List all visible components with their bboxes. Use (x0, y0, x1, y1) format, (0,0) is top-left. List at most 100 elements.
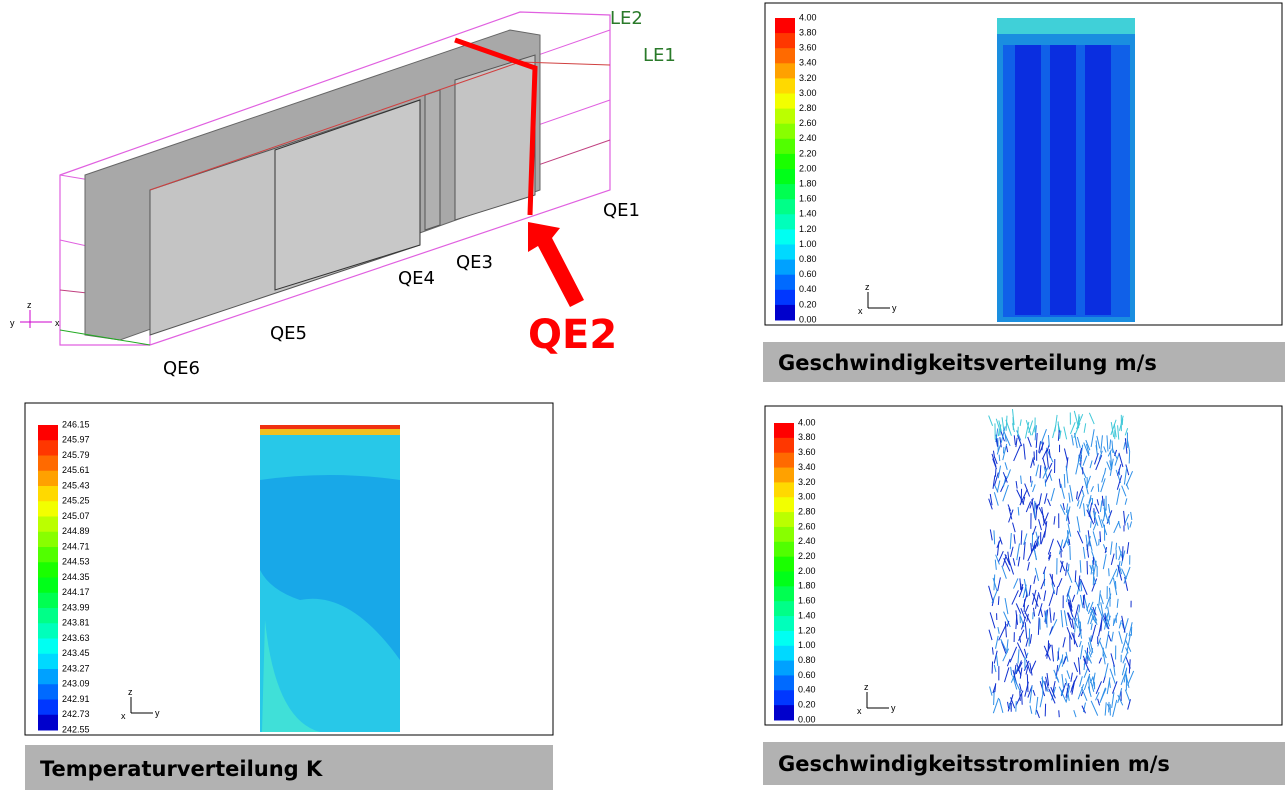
colorbar-label: 0.00 (798, 714, 816, 724)
colorbar-label: 3.60 (799, 43, 817, 53)
axis-label: x (55, 318, 60, 328)
colorbar-label: 243.81 (62, 618, 90, 628)
axis-label: z (27, 300, 32, 310)
colorbar-label: 0.20 (798, 700, 816, 710)
colorbar-label: 2.60 (798, 521, 816, 531)
streamline (1027, 674, 1028, 692)
colorbar-label: 243.09 (62, 679, 90, 689)
colorbar-label: 0.40 (798, 685, 816, 695)
streamline (1068, 564, 1069, 571)
colorbar-segment (775, 275, 795, 291)
colorbar-segment (775, 33, 795, 49)
colorbar-label: 2.60 (799, 118, 817, 128)
colorbar-label: 244.71 (62, 541, 90, 551)
colorbar-segment (774, 705, 794, 720)
colorbar-segment (774, 601, 794, 616)
contour (260, 425, 400, 429)
colorbar-segment (775, 94, 795, 110)
axis-label: z (865, 282, 870, 292)
colorbar-label: 245.25 (62, 496, 90, 506)
arrow (528, 222, 584, 307)
streamline (1022, 694, 1023, 705)
colorbar-segment (38, 593, 58, 609)
colorbar-segment (38, 654, 58, 670)
colorbar-label: 2.40 (799, 133, 817, 143)
colorbar-label: 0.60 (799, 269, 817, 279)
colorbar-segment (774, 482, 794, 497)
contour (1085, 45, 1111, 315)
overview-3d: z x y LE2 LE1 QE1 QE2 QE3 QE4 QE5 QE6 (10, 8, 676, 379)
colorbar-segment (774, 542, 794, 557)
streamline (999, 455, 1000, 461)
colorbar-label: 244.35 (62, 572, 90, 582)
colorbar-segment (774, 616, 794, 631)
colorbar-label: 2.20 (798, 551, 816, 561)
colorbar-label: 2.00 (799, 163, 817, 173)
colorbar-segment (774, 423, 794, 438)
colorbar-segment (774, 572, 794, 587)
axis-label: y (891, 703, 896, 713)
colorbar-label: 242.91 (62, 694, 90, 704)
colorbar-segment (775, 245, 795, 261)
streamline (998, 596, 999, 605)
colorbar-segment (774, 497, 794, 512)
colorbar-label: 242.73 (62, 709, 90, 719)
streamline (1064, 474, 1065, 488)
caption: Geschwindigkeitsverteilung m/s (778, 351, 1157, 375)
colorbar-segment (775, 214, 795, 230)
colorbar-label: 3.40 (799, 58, 817, 68)
streamline (1098, 484, 1099, 492)
temperature-contour (260, 425, 400, 732)
streamline (1115, 581, 1116, 589)
colorbar-segment (774, 690, 794, 705)
colorbar-segment (775, 169, 795, 185)
colorbar-segment (774, 512, 794, 527)
colorbar-label: 1.00 (798, 640, 816, 650)
colorbar-label: 243.63 (62, 633, 90, 643)
colorbar-segment (38, 608, 58, 624)
colorbar-label: 245.07 (62, 511, 90, 521)
colorbar-label: 4.00 (798, 417, 816, 427)
streamline (1084, 663, 1085, 670)
label: LE1 (643, 45, 676, 66)
colorbar-segment (775, 109, 795, 125)
label: QE3 (456, 252, 493, 273)
colorbar-label: 246.15 (62, 419, 90, 429)
axis-label: z (864, 682, 869, 692)
streamline (1099, 539, 1100, 545)
colorbar-segment (774, 675, 794, 690)
streamline (1059, 710, 1060, 717)
colorbar-label: 2.00 (798, 566, 816, 576)
colorbar-label: 0.40 (799, 284, 817, 294)
colorbar-segment (38, 486, 58, 502)
colorbar-label: 3.20 (799, 73, 817, 83)
colorbar-segment (775, 18, 795, 34)
label: QE6 (163, 358, 200, 379)
streamline (1109, 568, 1110, 576)
colorbar-segment (774, 631, 794, 646)
colorbar-segment (38, 456, 58, 472)
colorbar-segment (774, 586, 794, 601)
colorbar-segment (775, 290, 795, 306)
colorbar-label: 2.40 (798, 536, 816, 546)
colorbar-label: 243.27 (62, 663, 90, 673)
colorbar-segment (38, 669, 58, 685)
colorbar-segment (775, 154, 795, 170)
colorbar-segment (38, 562, 58, 578)
axis-label: y (155, 708, 160, 718)
slab (425, 90, 440, 230)
colorbar-label: 1.80 (799, 178, 817, 188)
colorbar-label: 0.80 (798, 655, 816, 665)
colorbar-label: 1.20 (799, 224, 817, 234)
colorbar-segment (775, 63, 795, 79)
colorbar-segment (774, 646, 794, 661)
colorbar-segment (38, 684, 58, 700)
streamline (1091, 521, 1092, 527)
colorbar-label: 2.80 (798, 506, 816, 516)
colorbar-segment (38, 547, 58, 563)
streamline (1093, 557, 1094, 565)
colorbar-segment (775, 48, 795, 64)
colorbar-label: 245.79 (62, 450, 90, 460)
colorbar-label: 243.45 (62, 648, 90, 658)
axis-label: z (128, 687, 133, 697)
